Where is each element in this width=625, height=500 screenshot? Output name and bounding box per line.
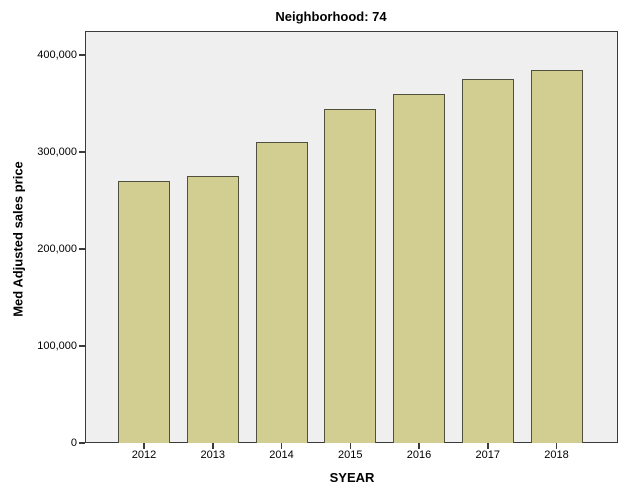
y-tick-mark-0 [79, 442, 85, 444]
x-tick-mark-2014 [280, 443, 283, 449]
y-tick-label-300,000: 300,000 [37, 145, 77, 158]
y-tick-label-0: 0 [70, 436, 77, 449]
x-tick-label-2018: 2018 [544, 449, 569, 461]
y-axis-title-text: Med Adjusted sales price [10, 161, 26, 317]
y-tick-mark-400,000 [79, 54, 85, 56]
bar-2012 [118, 181, 170, 443]
x-tick-label-2012: 2012 [131, 449, 157, 461]
bar-2014 [255, 142, 308, 443]
x-tick-label-2015: 2015 [338, 449, 363, 461]
x-tick-label-2013: 2013 [200, 449, 225, 461]
x-tick-label-2017: 2017 [475, 449, 500, 461]
x-tick-mark-2012 [143, 443, 145, 449]
y-tick-mark-100,000 [79, 345, 85, 347]
bar-2016 [393, 94, 445, 443]
x-axis-title: SYEAR [329, 470, 375, 485]
x-tick-label-2016: 2016 [406, 449, 432, 461]
y-tick-label-200,000: 200,000 [37, 242, 77, 255]
bar-2013 [186, 176, 239, 443]
chart-title: Neighborhood: 74 [275, 9, 387, 24]
x-tick-mark-2018 [555, 443, 558, 449]
x-tick-mark-2015 [349, 443, 351, 449]
y-tick-label-400,000: 400,000 [37, 48, 77, 61]
y-tick-label-100,000: 100,000 [37, 339, 77, 352]
x-tick-mark-2016 [418, 443, 420, 449]
y-tick-mark-200,000 [79, 248, 85, 250]
x-tick-mark-2013 [212, 443, 214, 449]
bar-2017 [461, 79, 514, 443]
x-tick-mark-2017 [487, 443, 489, 449]
bar-2015 [324, 108, 377, 443]
y-tick-mark-300,000 [79, 151, 85, 153]
x-tick-label-2014: 2014 [269, 449, 294, 461]
bar-2018 [530, 69, 583, 443]
